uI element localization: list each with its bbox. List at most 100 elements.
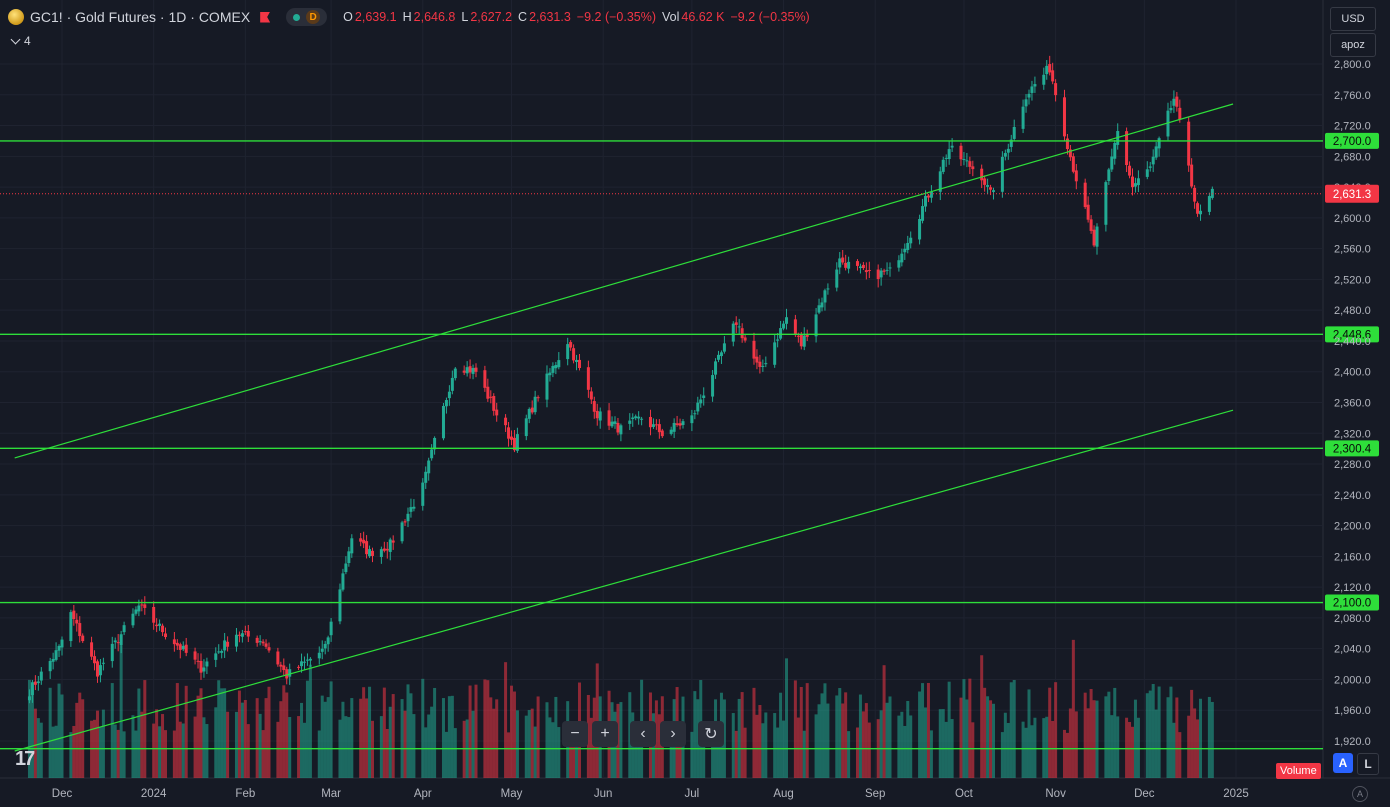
candle-body: [474, 367, 478, 372]
candle-body: [637, 416, 641, 419]
indicator-count: 4: [24, 34, 31, 48]
candle-body: [1199, 210, 1203, 215]
zoom-in-button[interactable]: +: [592, 721, 618, 747]
candle-body: [844, 262, 848, 268]
candle-body: [782, 323, 786, 329]
level-label-bg: [1325, 326, 1379, 343]
currency-button[interactable]: USD: [1330, 7, 1376, 31]
market-status-pill[interactable]: D: [286, 8, 328, 26]
volume-badge[interactable]: Volume: [1276, 763, 1321, 779]
candle-body: [465, 367, 469, 374]
candle-body: [175, 642, 179, 646]
scroll-left-button[interactable]: ‹: [630, 721, 656, 747]
candle-body: [897, 260, 901, 268]
volume-bar: [906, 700, 910, 778]
volume-bar: [805, 683, 809, 778]
candle-body: [202, 667, 206, 672]
volume-bar: [196, 695, 200, 778]
volume-bar: [983, 687, 987, 778]
candle-body: [101, 662, 105, 664]
volume-bar: [944, 721, 948, 778]
candle-body: [261, 641, 265, 644]
price-axis[interactable]: 2,800.02,760.02,720.02,680.02,640.02,600…: [1334, 59, 1371, 748]
candle-body: [95, 661, 99, 677]
symbol-title[interactable]: GC1! · Gold Futures · 1D · COMEX: [30, 9, 251, 25]
volume-bar: [1116, 716, 1120, 778]
candle-body: [489, 396, 493, 398]
volume-bar: [391, 694, 395, 778]
volume-bar: [575, 724, 579, 778]
candle-body: [1107, 169, 1111, 182]
candle-body: [300, 661, 304, 667]
scroll-right-button[interactable]: ›: [660, 721, 686, 747]
volume-bar: [731, 713, 735, 778]
volume-bar: [716, 723, 720, 778]
volume-bar: [1125, 717, 1129, 778]
indicators-toggle[interactable]: 4: [10, 34, 31, 48]
volume-bar: [530, 708, 534, 778]
candle-body: [140, 604, 144, 606]
reset-chart-button[interactable]: ↻: [698, 721, 724, 747]
volume-bar: [388, 706, 392, 778]
candle-body: [776, 339, 780, 341]
volume-bar: [817, 704, 821, 778]
candle-body: [196, 660, 200, 662]
volume-bar: [409, 693, 413, 778]
flag-icon[interactable]: [260, 11, 271, 23]
auto-scale-button[interactable]: A: [1333, 753, 1353, 773]
x-tick-label: 2025: [1223, 788, 1249, 800]
candle-body: [598, 411, 602, 421]
market-open-dot-icon: [293, 13, 301, 21]
candle-body: [1193, 187, 1197, 202]
volume-bar: [814, 714, 818, 778]
candle-body: [57, 645, 61, 651]
volume-bar: [861, 711, 865, 778]
candle-body: [359, 538, 363, 542]
candle-body: [805, 334, 809, 337]
candle-body: [1104, 182, 1108, 225]
candle-body: [347, 551, 351, 564]
volume-bar: [326, 697, 330, 778]
time-axis[interactable]: Dec 2024 Feb Mar Apr May Jun Jul Aug Sep Oct Nov Dec…: [52, 788, 1249, 800]
volume-bar: [1092, 700, 1096, 778]
tradingview-logo-icon[interactable]: 17: [15, 748, 35, 770]
level-lines[interactable]: 2,700.0 2,448.6 2,300.4 2,100.0: [0, 132, 1379, 750]
status-badge: D: [306, 10, 321, 24]
volume-bar: [903, 725, 907, 778]
volume-bar: [1107, 691, 1111, 778]
volume-bar: [261, 730, 265, 778]
high-key: H: [402, 10, 412, 24]
candle-body: [110, 643, 114, 662]
volume-bar: [1193, 708, 1197, 778]
volume-bar: [858, 694, 862, 778]
auto-icon[interactable]: A: [1352, 786, 1368, 802]
volume-bar: [1110, 715, 1114, 778]
gold-coin-icon: [8, 9, 24, 25]
candle-body: [947, 149, 951, 160]
volume-bar: [1175, 697, 1179, 778]
volume-bar: [569, 723, 573, 778]
candle-body: [1207, 196, 1211, 212]
candle-body: [226, 641, 230, 647]
candle-body: [400, 522, 404, 542]
candle-body: [950, 145, 954, 148]
volume-bar: [512, 691, 516, 778]
volume-bar: [947, 681, 951, 778]
candle-body: [923, 195, 927, 207]
volume-bar: [885, 702, 889, 778]
log-scale-button[interactable]: L: [1357, 753, 1379, 775]
candle-body: [965, 160, 969, 162]
scale-mode-button[interactable]: apoz: [1330, 33, 1376, 57]
volume-bar: [95, 710, 99, 778]
volume-bar: [362, 687, 366, 778]
volume-bar: [365, 698, 369, 778]
zoom-out-button[interactable]: −: [562, 721, 588, 747]
volume-bar: [267, 686, 271, 778]
candle-body: [527, 409, 531, 419]
volume-bar: [421, 678, 425, 778]
chevron-down-icon: [10, 34, 21, 44]
volume-bar: [1086, 708, 1090, 778]
volume-bar: [350, 698, 354, 778]
candle-body: [1051, 70, 1055, 82]
